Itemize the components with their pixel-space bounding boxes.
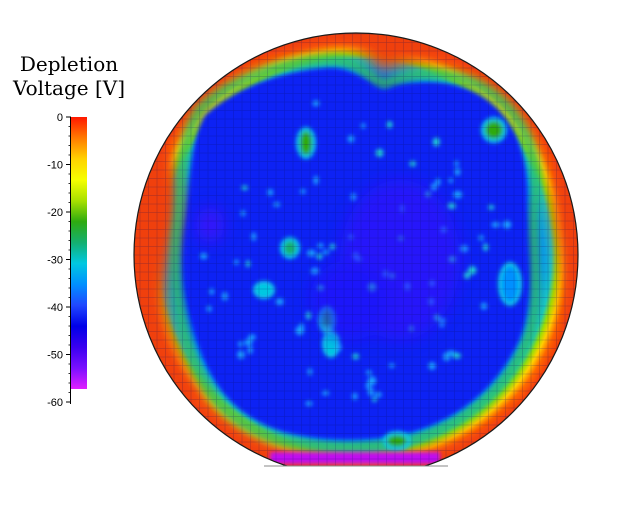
speckle (463, 272, 470, 279)
speckle (368, 387, 374, 397)
speckle (267, 189, 274, 196)
wafer-purple-regions (196, 180, 460, 340)
hotspot (387, 435, 407, 447)
speckle (366, 370, 372, 375)
hotspot (502, 266, 518, 302)
colorbar-title-line-2: Voltage [V] (12, 76, 126, 100)
speckle (246, 260, 250, 268)
colorbar-gradient (71, 117, 87, 389)
speckle (448, 178, 454, 183)
speckle (251, 232, 256, 241)
hotspot (300, 131, 312, 155)
speckle (275, 298, 284, 305)
colorbar-tick-label: -30 (47, 255, 63, 267)
speckle (352, 392, 358, 400)
speckle (428, 362, 436, 370)
speckle (347, 135, 355, 143)
speckle (409, 161, 416, 167)
colorbar-title-line-1: Depletion (19, 52, 119, 76)
speckle (480, 302, 487, 310)
speckle (307, 249, 316, 257)
speckle (295, 326, 305, 335)
speckle (209, 288, 214, 295)
speckle (305, 401, 313, 406)
colorbar-tick-label: 0 (57, 112, 63, 124)
hotspot (257, 285, 271, 295)
speckle (241, 185, 248, 190)
speckle (300, 189, 306, 194)
speckle (386, 121, 393, 129)
hotspot (485, 121, 503, 139)
speckle (488, 205, 495, 210)
hotspot (284, 241, 296, 255)
speckle (459, 245, 469, 253)
speckle (206, 305, 212, 312)
speckle (375, 149, 384, 157)
speckle (329, 243, 336, 250)
speckle (234, 259, 239, 265)
colorbar-tick-label: -20 (47, 207, 63, 219)
speckle (322, 390, 330, 396)
speckle (200, 253, 208, 260)
speckle (238, 341, 244, 347)
speckle (336, 343, 342, 352)
speckle (502, 220, 512, 229)
speckle (248, 334, 256, 340)
speckle (491, 222, 501, 228)
speckle (374, 392, 382, 398)
speckle (432, 137, 440, 147)
speckle (430, 183, 437, 191)
speckle (438, 323, 445, 327)
speckle (453, 191, 463, 199)
speckle (478, 235, 484, 241)
speckle (312, 100, 320, 107)
hotspot (326, 334, 336, 354)
colorbar-tick-label: -10 (47, 160, 63, 172)
wafer-flat-purple (270, 452, 440, 464)
wafer-right-red-region (545, 120, 578, 380)
wafer-flat-cut (240, 466, 480, 478)
colorbar-tick-label: -40 (47, 302, 63, 314)
colorbar-ticks: 0 -10 -20 -30 -40 -50 -60 (47, 112, 71, 409)
speckle (323, 249, 330, 255)
speckle (273, 202, 281, 207)
speckle (447, 202, 456, 210)
speckle (307, 368, 313, 376)
speckle (350, 193, 357, 201)
speckle (317, 243, 324, 249)
speckle (316, 253, 323, 260)
speckle (222, 292, 228, 301)
speckle (389, 363, 395, 368)
colorbar-tick-label: -50 (47, 350, 63, 362)
speckle (244, 339, 253, 346)
speckle (240, 210, 246, 217)
wafer-inner-green-boundary (170, 54, 541, 453)
speckle (360, 123, 366, 129)
colorbar-title: Depletion Voltage [V] (6, 52, 132, 100)
speckle (372, 397, 377, 402)
speckle (306, 311, 312, 320)
speckle (313, 175, 319, 185)
speckle (367, 376, 377, 386)
speckle (247, 346, 253, 355)
colorbar-tick-label: -60 (47, 397, 63, 409)
speckle (452, 353, 461, 359)
speckle (435, 178, 441, 186)
speckle (237, 350, 245, 359)
hotspots (200, 100, 522, 451)
speckle (352, 353, 359, 360)
speckle (454, 168, 461, 176)
speckle (468, 266, 477, 275)
speckle (310, 267, 320, 275)
speckle (454, 160, 459, 167)
speckle (443, 352, 451, 361)
speckle (483, 243, 488, 251)
